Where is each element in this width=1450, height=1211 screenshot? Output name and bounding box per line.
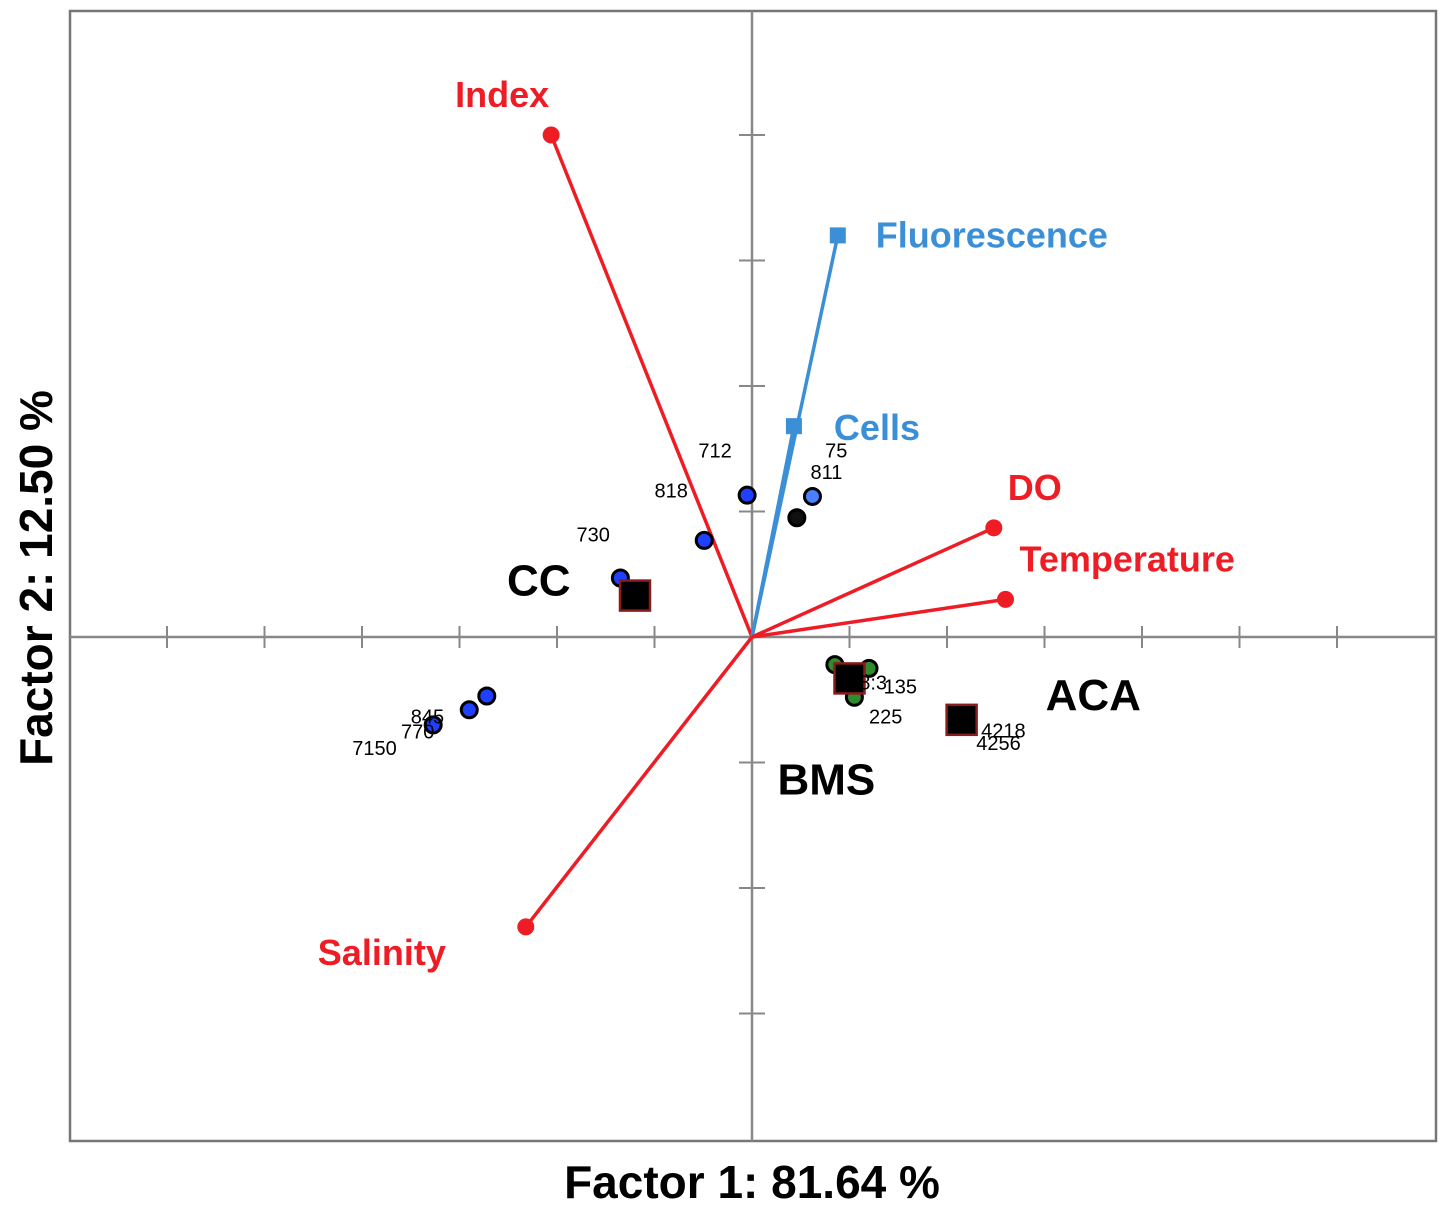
observation-label: 811 bbox=[811, 462, 843, 484]
variable-label-index: Index bbox=[455, 74, 549, 115]
vector-end-index bbox=[542, 126, 560, 144]
variable-label-do: DO bbox=[1008, 467, 1062, 508]
observation-label: 75 bbox=[825, 441, 847, 463]
observation-label: 7150 bbox=[352, 738, 397, 760]
observation-label: 225 bbox=[869, 707, 902, 729]
variable-label-salinity: Salinity bbox=[318, 932, 446, 973]
vector-end-do bbox=[985, 519, 1003, 537]
vector-do bbox=[751, 526, 995, 639]
group-marker-cc bbox=[618, 579, 652, 612]
observation-point-770 bbox=[459, 700, 479, 720]
observation-point-712 bbox=[737, 485, 757, 505]
group-label-cc: CC bbox=[507, 557, 571, 606]
observation-label: 712 bbox=[698, 441, 731, 463]
vector-temperature bbox=[751, 597, 1006, 639]
chart-labels: Index Fluorescence Cells DO Temperature Salin… bbox=[318, 74, 1235, 973]
x-axis-title: Factor 1: 81.64 % bbox=[564, 1156, 940, 1208]
observation-label: 770 bbox=[401, 722, 434, 744]
vector-end-salinity bbox=[517, 918, 535, 936]
variable-vectors bbox=[517, 126, 1014, 936]
group-marker-aca bbox=[945, 703, 978, 737]
vector-cells bbox=[750, 425, 796, 638]
vector-index bbox=[549, 134, 754, 638]
observation-label: 4218 bbox=[981, 720, 1026, 742]
group-centroids bbox=[618, 579, 978, 737]
group-label-aca: ACA bbox=[1046, 671, 1141, 720]
y-axis-title: Factor 2: 12.50 % bbox=[10, 390, 62, 766]
observation-label: 135 bbox=[884, 676, 917, 698]
observation-point-7150 bbox=[423, 715, 443, 735]
observation-label: 730 bbox=[577, 525, 610, 547]
observation-label: 8:3 bbox=[859, 673, 887, 695]
variable-label-fluorescence: Fluorescence bbox=[876, 214, 1108, 255]
variable-label-temperature: Temperature bbox=[1020, 538, 1235, 579]
observation-label: 4256 bbox=[976, 733, 1021, 755]
vector-end-temperature bbox=[997, 590, 1014, 608]
observation-point-818 bbox=[694, 530, 714, 550]
variable-label-cells: Cells bbox=[834, 407, 920, 448]
observation-label: 818 bbox=[655, 481, 688, 503]
observation-point-811 bbox=[802, 486, 822, 506]
observation-label: 845 bbox=[411, 707, 444, 729]
group-label-bms: BMS bbox=[778, 755, 876, 804]
observation-point-75 bbox=[787, 508, 807, 528]
vector-end-cells bbox=[785, 418, 802, 435]
group-marker-bms bbox=[833, 662, 866, 695]
vector-salinity bbox=[524, 635, 754, 928]
vector-end-fluorescence bbox=[829, 227, 846, 244]
observation-point-845 bbox=[477, 686, 497, 706]
